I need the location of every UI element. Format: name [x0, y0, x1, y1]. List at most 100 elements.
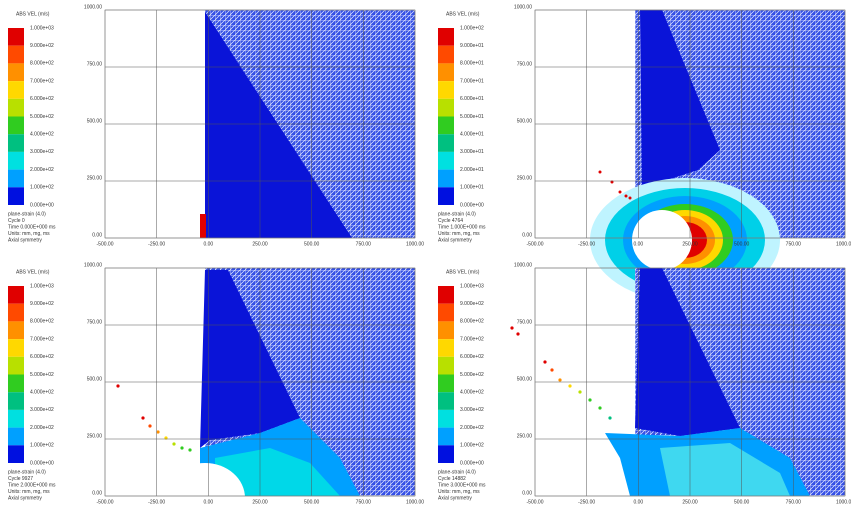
- legend-label: 4.000e+01: [460, 132, 484, 138]
- legend-label: 7.000e+01: [460, 78, 484, 84]
- dark-region: [635, 268, 740, 436]
- debris: [543, 360, 547, 364]
- legend-label: 2.000e+02: [30, 167, 54, 173]
- debris: [116, 384, 120, 388]
- legend-swatch: [8, 187, 24, 205]
- legend-label: 9.000e+01: [460, 43, 484, 49]
- x-tick-label: 500.00: [734, 241, 750, 247]
- legend-swatch: [8, 445, 24, 463]
- info-line: Axial symmetry: [438, 495, 472, 501]
- x-tick-label: 750.00: [786, 499, 802, 505]
- legend-swatch: [8, 286, 24, 304]
- debris: [568, 384, 572, 388]
- legend-label: 6.000e+02: [30, 354, 54, 360]
- x-tick-label: 500.00: [304, 499, 320, 505]
- legend-label: 1.000e+01: [460, 185, 484, 191]
- plot-frame: [104, 267, 416, 497]
- info-line: Units: mm, mg, ms: [438, 231, 480, 237]
- x-tick-label: 250.00: [682, 499, 698, 505]
- legend-swatch: [438, 151, 454, 170]
- debris: [578, 390, 582, 394]
- legend-label: 1.000e+02: [30, 185, 54, 191]
- x-tick-label: 0.00: [633, 241, 643, 247]
- info-line: Units: mm, mg, ms: [438, 489, 480, 495]
- legend-label: 2.000e+01: [460, 167, 484, 173]
- debris: [188, 448, 192, 452]
- legend-label: 8.000e+02: [460, 319, 484, 325]
- legend-label: 8.000e+01: [460, 61, 484, 67]
- legend-label: 5.000e+02: [460, 372, 484, 378]
- legend-swatch: [8, 339, 24, 357]
- legend-label: 3.000e+01: [460, 149, 484, 155]
- legend-swatch: [8, 427, 24, 446]
- info-line: Cycle 0: [8, 218, 25, 224]
- x-tick-label: -500.00: [97, 499, 114, 505]
- info-line: plane-strain (4.0): [8, 211, 46, 217]
- legend-label: 1.000e+02: [460, 443, 484, 449]
- x-tick-label: 750.00: [356, 499, 372, 505]
- y-tick-label: 500.00: [517, 118, 533, 124]
- debris: [156, 430, 160, 434]
- legend-label: 5.000e+02: [30, 114, 54, 120]
- debris: [588, 398, 592, 402]
- info-line: Time 1.000E+000 ms: [438, 224, 486, 230]
- legend-label: 9.000e+02: [30, 43, 54, 49]
- legend-title: ABS VEL (m/s): [16, 11, 50, 17]
- debris: [141, 416, 145, 420]
- legend-label: 5.000e+02: [30, 372, 54, 378]
- legend-label: 4.000e+02: [30, 390, 54, 396]
- legend-label: 0.000e+00: [460, 202, 484, 208]
- legend-label: 0.000e+00: [30, 202, 54, 208]
- legend-label: 5.000e+01: [460, 114, 484, 120]
- legend-label: 4.000e+02: [460, 390, 484, 396]
- x-tick-label: 250.00: [252, 241, 268, 247]
- y-tick-label: 500.00: [87, 376, 103, 382]
- legend-swatch: [438, 28, 454, 46]
- debris: [516, 332, 520, 336]
- y-tick-label: 0.00: [92, 490, 102, 496]
- legend-swatch: [438, 392, 454, 410]
- legend-label: 1.000e+02: [30, 443, 54, 449]
- legend-swatch: [8, 45, 24, 64]
- x-tick-label: 250.00: [252, 499, 268, 505]
- legend-swatch: [438, 286, 454, 304]
- plot-frame: [104, 9, 416, 239]
- info-line: plane-strain (4.0): [438, 211, 476, 217]
- contour-band: [660, 443, 790, 496]
- legend-label: 1.000e+02: [460, 25, 484, 31]
- legend-swatch: [438, 63, 454, 82]
- x-tick-label: -500.00: [527, 241, 544, 247]
- legend-label: 4.000e+02: [30, 132, 54, 138]
- debris: [180, 446, 184, 450]
- legend-swatch: [8, 321, 24, 340]
- legend-label: 0.000e+00: [460, 460, 484, 466]
- legend-swatch: [438, 116, 454, 135]
- y-tick-label: 0.00: [522, 232, 532, 238]
- legend-swatch: [438, 321, 454, 340]
- y-tick-label: 250.00: [517, 433, 533, 439]
- legend-label: 9.000e+02: [460, 301, 484, 307]
- x-tick-label: 1000.00: [836, 499, 851, 505]
- info-line: Axial symmetry: [8, 495, 42, 501]
- debris: [598, 170, 602, 174]
- x-tick-label: 1000.00: [836, 241, 851, 247]
- info-line: Axial symmetry: [438, 237, 472, 243]
- legend-swatch: [8, 374, 24, 393]
- legend-swatch: [8, 98, 24, 117]
- y-tick-label: 1000.00: [514, 4, 532, 10]
- x-tick-label: -250.00: [578, 241, 595, 247]
- debris: [172, 442, 176, 446]
- legend-swatch: [438, 98, 454, 117]
- legend-label: 2.000e+02: [460, 425, 484, 431]
- legend-label: 8.000e+02: [30, 61, 54, 67]
- legend-swatch: [8, 134, 24, 152]
- y-tick-label: 250.00: [517, 175, 533, 181]
- legend-label: 7.000e+02: [30, 336, 54, 342]
- x-tick-label: 750.00: [786, 241, 802, 247]
- x-tick-label: 250.00: [682, 241, 698, 247]
- legend-label: 7.000e+02: [30, 78, 54, 84]
- legend-swatch: [438, 169, 454, 188]
- y-tick-label: 750.00: [517, 319, 533, 325]
- legend-title: ABS VEL (m/s): [16, 269, 50, 275]
